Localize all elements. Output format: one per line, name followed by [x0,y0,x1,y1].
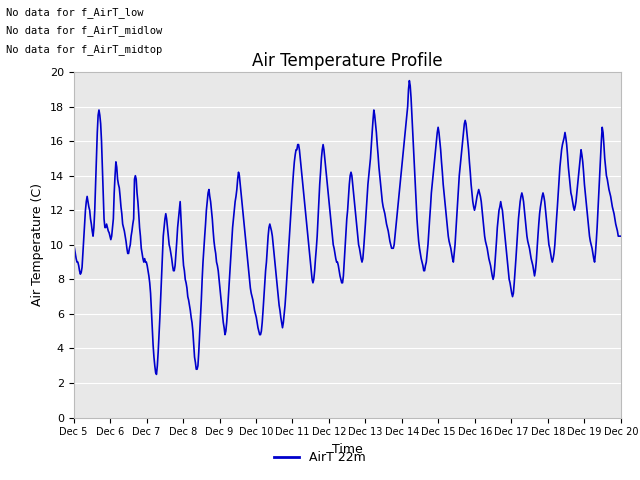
Text: TZ_tmet: TZ_tmet [0,479,1,480]
Legend: AirT 22m: AirT 22m [269,446,371,469]
Text: No data for f_AirT_low: No data for f_AirT_low [6,7,144,18]
Title: Air Temperature Profile: Air Temperature Profile [252,52,442,71]
Text: No data for f_AirT_midlow: No data for f_AirT_midlow [6,25,163,36]
X-axis label: Time: Time [332,443,363,456]
Text: No data for f_AirT_midtop: No data for f_AirT_midtop [6,44,163,55]
Y-axis label: Air Temperature (C): Air Temperature (C) [31,183,44,306]
